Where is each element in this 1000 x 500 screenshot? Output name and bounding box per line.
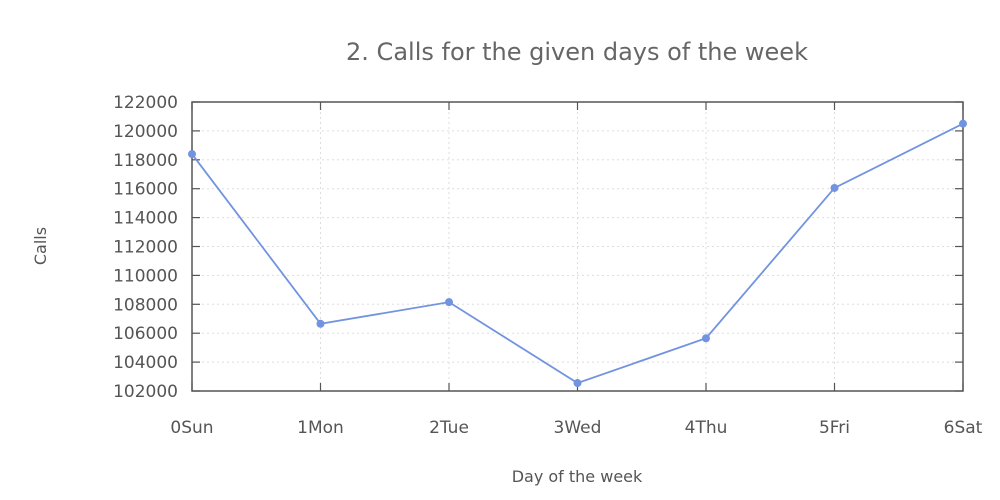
y-tick-label: 112000 <box>113 238 178 258</box>
data-point <box>316 319 325 328</box>
y-tick-label: 108000 <box>113 295 178 315</box>
y-tick-label: 118000 <box>113 151 178 171</box>
y-tick-label: 104000 <box>113 353 178 373</box>
chart-title: 2. Calls for the given days of the week <box>346 38 808 66</box>
data-point <box>702 334 710 343</box>
y-tick-label: 116000 <box>113 180 178 200</box>
ticks: 102000 104000 106000 108000 110000 112000 1140… <box>113 93 983 438</box>
x-tick-label: 1Mon <box>297 418 344 438</box>
y-tick-label: 122000 <box>113 93 178 113</box>
y-axis-label: Calls <box>31 227 50 265</box>
x-tick-label: 5Fri <box>819 418 850 438</box>
x-tick-label: 0Sun <box>170 418 213 438</box>
y-tick-label: 106000 <box>113 324 178 344</box>
x-tick-label: 2Tue <box>429 418 469 438</box>
data-point <box>830 183 839 192</box>
y-tick-label: 120000 <box>113 122 178 142</box>
data-point <box>188 150 196 159</box>
y-tick-label: 110000 <box>113 266 178 286</box>
x-tick-label: 3Wed <box>554 418 602 438</box>
x-tick-label: 6Sat <box>944 418 983 438</box>
x-axis-label: Day of the week <box>512 467 643 486</box>
grid <box>191 101 964 392</box>
series <box>188 119 967 388</box>
x-tick-label: 4Thu <box>685 418 728 438</box>
data-point <box>573 379 582 388</box>
data-point <box>959 119 967 128</box>
y-tick-label: 114000 <box>113 209 178 229</box>
y-tick-label: 102000 <box>113 382 178 402</box>
data-point <box>445 298 453 307</box>
